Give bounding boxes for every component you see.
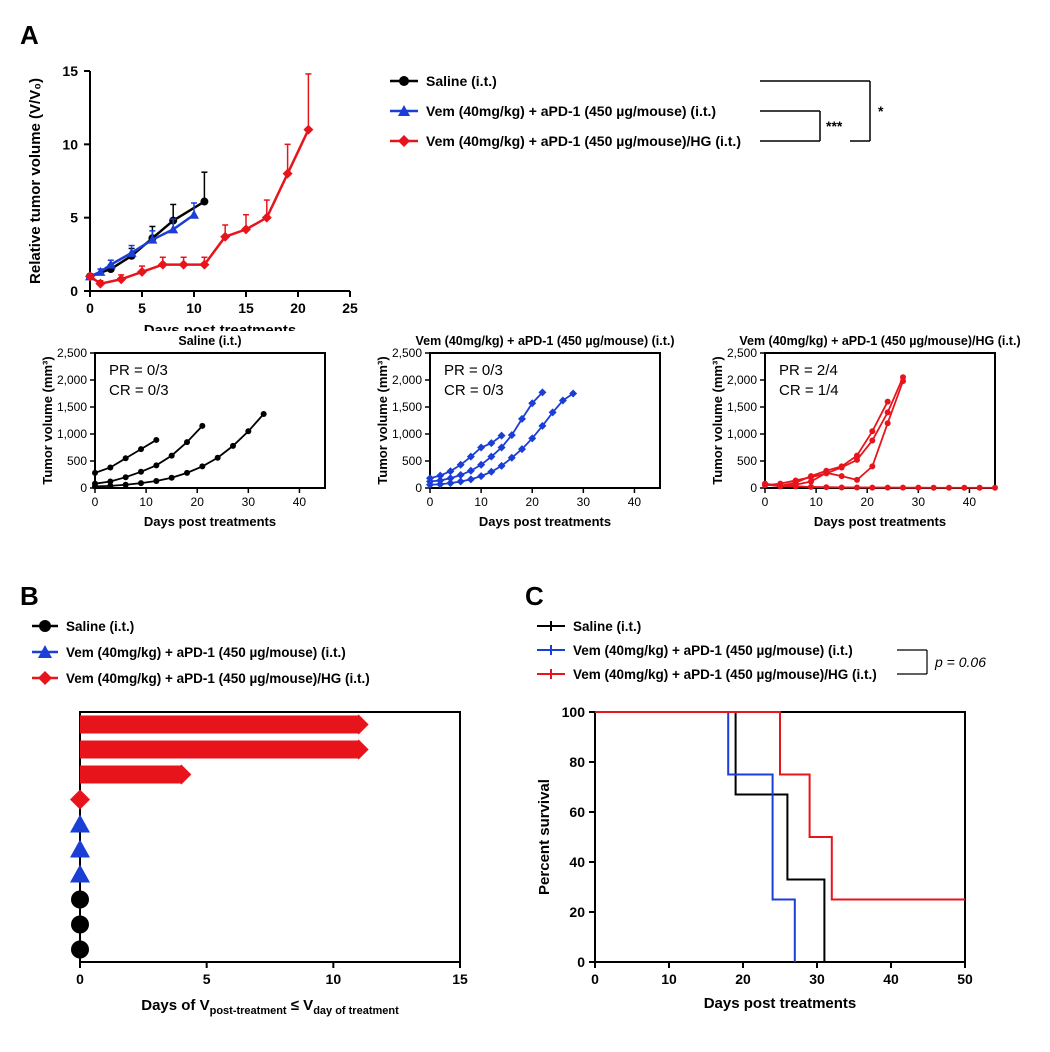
svg-text:Vem (40mg/kg) + aPD-1 (450 µg/: Vem (40mg/kg) + aPD-1 (450 µg/mouse)/HG … (573, 667, 877, 682)
panel-a-label: A (20, 20, 1030, 51)
svg-text:30: 30 (242, 495, 256, 509)
svg-text:Tumor volume (mm³): Tumor volume (mm³) (710, 356, 725, 484)
svg-text:Vem (40mg/kg) + aPD-1 (450 µg/: Vem (40mg/kg) + aPD-1 (450 µg/mouse) (i.… (66, 645, 346, 660)
svg-text:1,000: 1,000 (392, 427, 422, 441)
svg-text:0: 0 (70, 283, 78, 299)
panel-c-chart: Saline (i.t.) Vem (40mg/kg) + aPD-1 (450 … (525, 612, 1030, 1032)
svg-text:2,000: 2,000 (727, 373, 757, 387)
svg-text:500: 500 (402, 454, 422, 468)
svg-text:1,000: 1,000 (727, 427, 757, 441)
svg-text:15: 15 (452, 971, 468, 987)
svg-text:40: 40 (883, 971, 899, 987)
svg-text:0: 0 (750, 481, 757, 495)
svg-text:Vem (40mg/kg) + aPD-1 (450 µg/: Vem (40mg/kg) + aPD-1 (450 µg/mouse) (i.… (415, 334, 674, 348)
svg-text:***: *** (826, 118, 843, 134)
svg-text:20: 20 (290, 300, 306, 316)
svg-text:30: 30 (809, 971, 825, 987)
svg-text:10: 10 (186, 300, 202, 316)
svg-text:0: 0 (591, 971, 599, 987)
svg-text:0: 0 (415, 481, 422, 495)
svg-text:Days post treatments: Days post treatments (814, 514, 946, 529)
svg-text:40: 40 (293, 495, 307, 509)
svg-text:PR = 2/4: PR = 2/4 (779, 362, 838, 379)
svg-text:CR = 0/3: CR = 0/3 (444, 382, 504, 399)
svg-text:Days of Vpost-treatment ≤ Vday: Days of Vpost-treatment ≤ Vday of treatm… (141, 997, 399, 1017)
svg-text:Saline (i.t.): Saline (i.t.) (573, 619, 641, 634)
svg-text:0: 0 (76, 971, 84, 987)
svg-text:60: 60 (569, 804, 585, 820)
svg-text:30: 30 (577, 495, 591, 509)
svg-text:Days post treatments: Days post treatments (144, 514, 276, 529)
svg-text:Days post treatments: Days post treatments (479, 514, 611, 529)
svg-text:25: 25 (342, 300, 358, 316)
svg-text:50: 50 (957, 971, 973, 987)
svg-text:Days post treatments: Days post treatments (704, 995, 857, 1012)
svg-text:2,500: 2,500 (392, 346, 422, 360)
svg-text:10: 10 (661, 971, 677, 987)
svg-text:0: 0 (80, 481, 87, 495)
svg-text:CR = 1/4: CR = 1/4 (779, 382, 839, 399)
svg-text:p = 0.06: p = 0.06 (934, 654, 986, 670)
svg-text:*: * (878, 103, 884, 119)
svg-text:2,000: 2,000 (57, 373, 87, 387)
svg-text:40: 40 (963, 495, 977, 509)
svg-text:20: 20 (735, 971, 751, 987)
svg-text:Saline (i.t.): Saline (i.t.) (178, 334, 241, 348)
svg-text:Tumor volume (mm³): Tumor volume (mm³) (40, 356, 55, 484)
svg-text:10: 10 (809, 495, 823, 509)
svg-text:15: 15 (62, 63, 78, 79)
svg-text:2,500: 2,500 (727, 346, 757, 360)
svg-text:Vem (40mg/kg) + aPD-1 (450 µg/: Vem (40mg/kg) + aPD-1 (450 µg/mouse)/HG … (66, 671, 370, 686)
svg-text:500: 500 (67, 454, 87, 468)
panel-a-small-charts: Saline (i.t.) 0 10 20 30 40 0 500 1,000 1,500 2,00… (20, 331, 1030, 551)
svg-text:2,000: 2,000 (392, 373, 422, 387)
svg-text:80: 80 (569, 754, 585, 770)
svg-text:10: 10 (326, 971, 342, 987)
svg-text:0: 0 (762, 495, 769, 509)
svg-text:0: 0 (577, 954, 585, 970)
svg-text:PR = 0/3: PR = 0/3 (444, 362, 503, 379)
svg-text:15: 15 (238, 300, 254, 316)
svg-text:1,000: 1,000 (57, 427, 87, 441)
svg-text:500: 500 (737, 454, 757, 468)
svg-text:10: 10 (62, 136, 78, 152)
figure: A 0 5 10 15 20 25 0 5 10 15 Days post treatments Re… (20, 20, 1030, 1032)
svg-text:Days post treatments: Days post treatments (144, 322, 297, 331)
svg-text:10: 10 (474, 495, 488, 509)
svg-text:1,500: 1,500 (57, 400, 87, 414)
svg-text:10: 10 (139, 495, 153, 509)
svg-text:5: 5 (138, 300, 146, 316)
panel-a-main-chart: 0 5 10 15 20 25 0 5 10 15 Days post treatments Rela… (20, 51, 1030, 331)
svg-text:Saline (i.t.): Saline (i.t.) (426, 73, 497, 89)
svg-text:20: 20 (569, 904, 585, 920)
svg-text:40: 40 (628, 495, 642, 509)
svg-text:CR = 0/3: CR = 0/3 (109, 382, 169, 399)
svg-text:Vem (40mg/kg) + aPD-1 (450 µg/: Vem (40mg/kg) + aPD-1 (450 µg/mouse) (i.… (426, 103, 716, 119)
svg-text:20: 20 (526, 495, 540, 509)
panel-b-chart: Saline (i.t.) Vem (40mg/kg) + aPD-1 (450 … (20, 612, 525, 1032)
svg-text:2,500: 2,500 (57, 346, 87, 360)
svg-text:Tumor volume (mm³): Tumor volume (mm³) (375, 356, 390, 484)
panel-b-label: B (20, 581, 525, 612)
svg-text:Vem (40mg/kg) + aPD-1 (450 µg/: Vem (40mg/kg) + aPD-1 (450 µg/mouse)/HG … (426, 133, 741, 149)
svg-text:Percent survival: Percent survival (536, 779, 553, 895)
svg-text:20: 20 (191, 495, 205, 509)
panel-c-label: C (525, 581, 1030, 612)
svg-text:40: 40 (569, 854, 585, 870)
svg-text:Relative tumor volume (V/V₀): Relative tumor volume (V/V₀) (27, 78, 44, 284)
svg-text:5: 5 (203, 971, 211, 987)
svg-text:100: 100 (562, 704, 586, 720)
svg-text:30: 30 (912, 495, 926, 509)
svg-text:PR = 0/3: PR = 0/3 (109, 362, 168, 379)
svg-text:Saline (i.t.): Saline (i.t.) (66, 619, 134, 634)
svg-text:0: 0 (92, 495, 99, 509)
svg-text:1,500: 1,500 (392, 400, 422, 414)
svg-text:20: 20 (861, 495, 875, 509)
svg-text:Vem (40mg/kg) + aPD-1 (450 µg/: Vem (40mg/kg) + aPD-1 (450 µg/mouse) (i.… (573, 643, 853, 658)
svg-text:5: 5 (70, 210, 78, 226)
svg-text:0: 0 (86, 300, 94, 316)
svg-text:1,500: 1,500 (727, 400, 757, 414)
svg-text:0: 0 (427, 495, 434, 509)
svg-text:Vem (40mg/kg) + aPD-1 (450 µg/: Vem (40mg/kg) + aPD-1 (450 µg/mouse)/HG … (739, 334, 1020, 348)
